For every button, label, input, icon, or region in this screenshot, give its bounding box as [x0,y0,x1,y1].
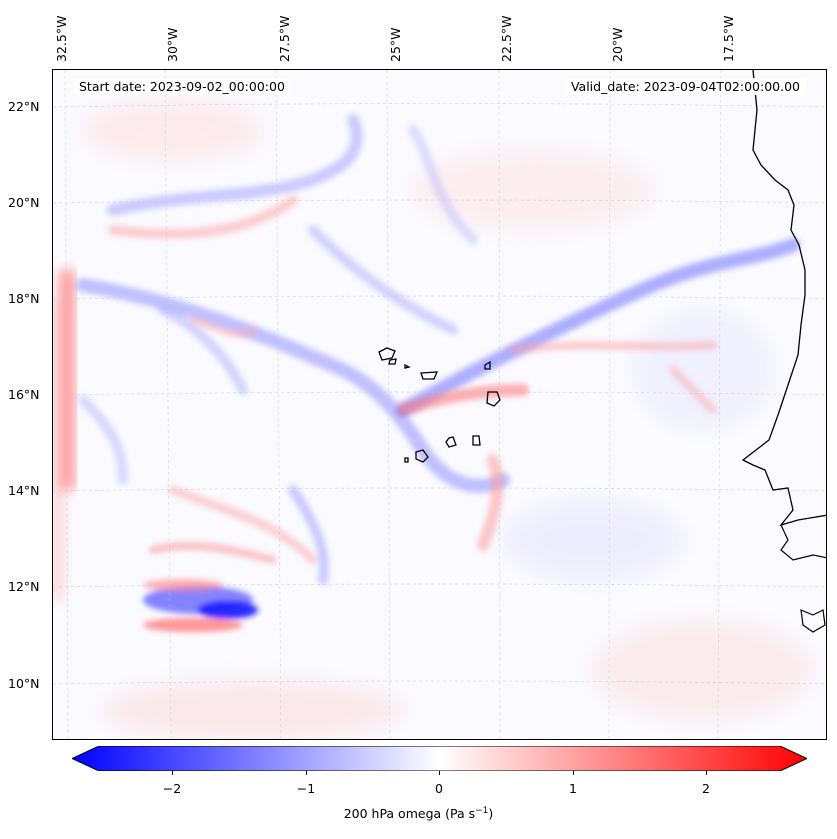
west-africa-coastline [741,70,826,527]
colorbar-label-exponent: −1 [475,806,489,816]
cbar-tickmark [172,771,173,775]
cbar-tick-label: 1 [569,781,577,796]
cbar-tick-label: −1 [296,781,316,796]
lat-label-14n: 14°N [8,483,40,498]
lon-label-30w: 30°W [165,27,180,62]
valid-date-label: Valid_date: 2023-09-04T02:00:00.00 [564,78,806,95]
cbar-tickmark [306,771,307,775]
map-panel[interactable]: Start date: 2023-09-02_00:00:00 Valid_da… [52,69,827,740]
lon-label-22.5w: 22.5°W [499,15,514,62]
lat-label-22n: 22°N [8,99,40,114]
colorbar [72,746,807,771]
cbar-tick-label: −2 [162,781,182,796]
coastline-fragment-2 [800,609,826,633]
cbar-tickmark [706,771,707,775]
lon-label-17.5w: 17.5°W [721,15,736,62]
lat-label-16n: 16°N [8,387,40,402]
graticule [53,70,826,739]
lon-label-27.5w: 27.5°W [277,15,292,62]
lat-label-12n: 12°N [8,579,40,594]
colorbar-label-close: ) [488,806,494,822]
cape-verde-islands [378,347,501,463]
lat-label-20n: 20°N [8,195,40,210]
cbar-tickmark [439,771,440,775]
omega-field [53,70,826,739]
colorbar-label-text: 200 hPa omega (Pa s [343,806,476,822]
cbar-tick-label: 2 [702,781,710,796]
colorbar-label: 200 hPa omega (Pa s−1) [0,806,837,821]
lat-label-18n: 18°N [8,291,40,306]
lon-label-25w: 25°W [388,27,403,62]
lat-label-10n: 10°N [8,676,40,691]
start-date-label: Start date: 2023-09-02_00:00:00 [73,78,291,95]
cbar-tick-label: 0 [435,781,443,796]
coastline-fragment-1 [780,524,826,561]
cbar-tickmark [573,771,574,775]
lon-label-32.5w: 32.5°W [54,15,69,62]
lon-label-20w: 20°W [610,27,625,62]
